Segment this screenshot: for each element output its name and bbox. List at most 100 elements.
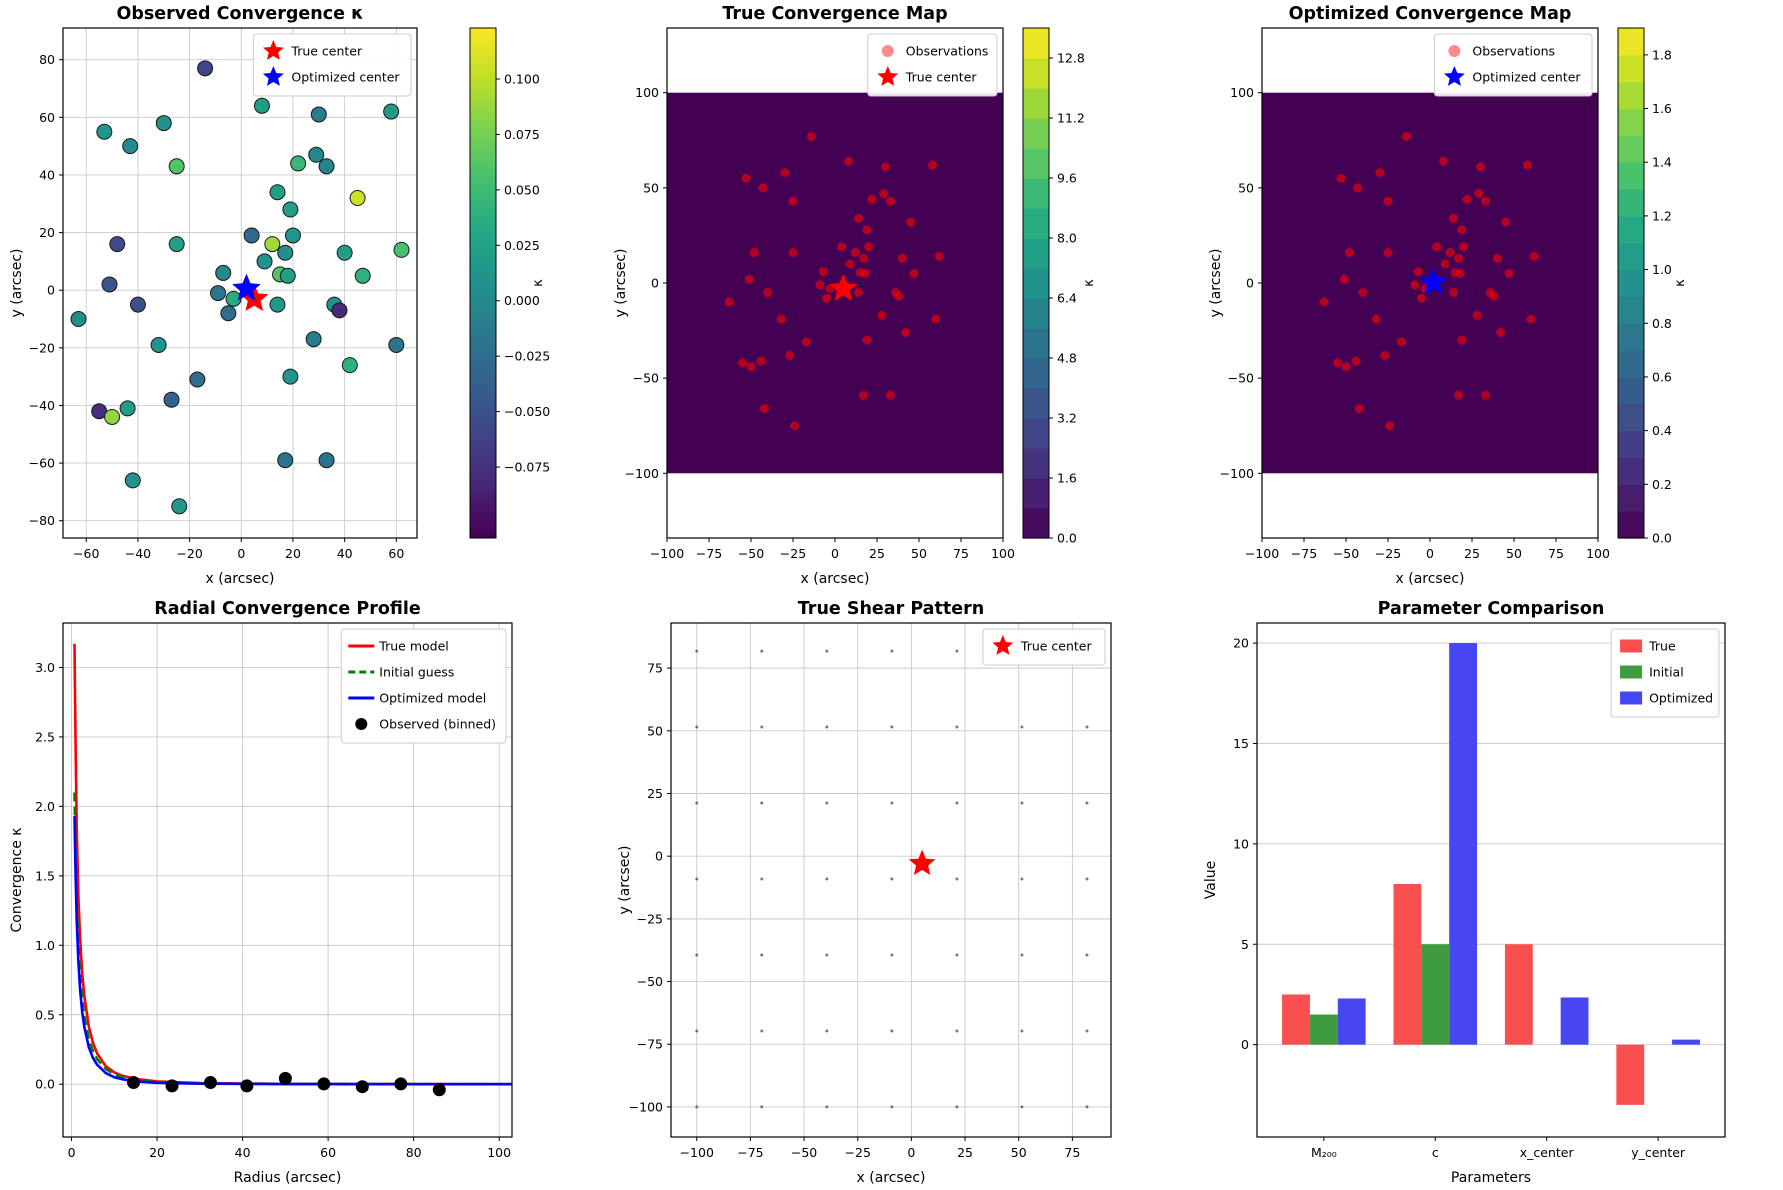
legend-box: [252, 33, 412, 97]
x-tick-label: y_center: [1631, 1145, 1686, 1160]
observation-dot: [1371, 314, 1381, 324]
colorbar-tick-label: 6.4: [1057, 291, 1077, 306]
scatter-point: [122, 138, 139, 155]
shear-grid-dot: [760, 1105, 764, 1109]
binned-observation-point: [204, 1076, 218, 1090]
scatter-point: [101, 276, 118, 293]
observation-dot: [1454, 253, 1464, 263]
x-tick-label: M₂₀₀: [1311, 1145, 1337, 1160]
shear-grid-dot: [955, 953, 959, 957]
colorbar-tick-label: 0.4: [1652, 423, 1672, 438]
observation-dot: [1522, 160, 1532, 170]
scatter-point: [336, 244, 353, 261]
panel-true_shear_pattern: −100 −75 −50 −25 0 25 50 75 −100 −75 −50 −25 0 25 50 75…: [594, 595, 1189, 1190]
colorbar: 0.0 0.2 0.4 0.6 0.8 1.0 1.2 1.4 1.6 1.8 κ: [1617, 27, 1688, 546]
shear-grid-dot: [1020, 801, 1024, 805]
y-tick-label: 1.5: [35, 868, 55, 883]
scatter-point: [331, 302, 348, 319]
binned-observation-point: [394, 1077, 408, 1091]
observation-dot: [1358, 288, 1368, 298]
observation-dot: [1501, 217, 1511, 227]
binned-observation-point: [317, 1077, 331, 1091]
observation-dot: [862, 335, 872, 345]
legend: Observations True center: [867, 33, 998, 97]
legend-label: Optimized: [1649, 691, 1713, 706]
colorbar-tick-label: 0.0: [1652, 531, 1672, 546]
observation-dot: [746, 362, 756, 372]
colorbar: 0.100 0.075 0.050 0.025 0.000 −0.025 −0.050 −0.…: [469, 27, 550, 539]
observation-dot: [1410, 280, 1420, 290]
observation-dot: [1375, 168, 1385, 178]
scatter-point: [215, 264, 232, 281]
y-tick-label: −20: [29, 340, 55, 355]
observation-dot: [897, 253, 907, 263]
colorbar-segment: [1618, 242, 1644, 271]
chart-true_shear_pattern: −100 −75 −50 −25 0 25 50 75 −100 −75 −50 −25 0 25 50 75…: [617, 599, 1112, 1186]
observation-dot: [1529, 251, 1539, 261]
legend-star-icon: [262, 66, 284, 86]
bar-true-2: [1504, 944, 1533, 1045]
scatter-point: [269, 296, 286, 313]
scatter-point: [354, 267, 371, 284]
observation-dot: [1417, 293, 1427, 303]
colorbar-segment: [1023, 268, 1049, 299]
colorbar-segment: [1618, 403, 1644, 432]
shear-grid-dot: [825, 801, 829, 805]
bar-initial-0: [1309, 1014, 1338, 1045]
y-tick-label: 1.0: [35, 938, 55, 953]
observation-dot: [862, 225, 872, 235]
binned-observation-point: [240, 1079, 254, 1093]
observation-dot: [815, 280, 825, 290]
scatter-point: [253, 97, 270, 114]
legend-swatch-icon: [1620, 691, 1643, 705]
observation-dot: [741, 173, 751, 183]
observation-dot: [885, 390, 895, 400]
observation-dot: [1333, 358, 1343, 368]
observation-dot: [1445, 248, 1455, 258]
x-tick-label: −75: [696, 546, 722, 561]
x-tick-label: −50: [1333, 546, 1359, 561]
scatter-point: [277, 452, 294, 469]
scatter-point: [119, 400, 136, 417]
shear-grid-dot: [695, 877, 699, 881]
colorbar-segment: [1618, 376, 1644, 405]
panel-title: True Shear Pattern: [798, 599, 984, 619]
legend-swatch-icon: [1620, 665, 1643, 679]
y-tick-label: 100: [635, 85, 659, 100]
scatter-point: [290, 155, 307, 172]
y-tick-label: 25: [647, 786, 663, 801]
x-tick-label: −75: [737, 1145, 763, 1160]
colorbar-segment: [1023, 178, 1049, 209]
shear-grid-dot: [1020, 877, 1024, 881]
observation-dot: [1480, 390, 1490, 400]
bar-initial-1: [1421, 944, 1450, 1045]
shear-grid-dot: [890, 1105, 894, 1109]
y-axis-label: y (arcsec): [613, 249, 629, 318]
panel-title: True Convergence Map: [722, 4, 947, 24]
observation-dot: [934, 251, 944, 261]
legend-label: True center: [905, 70, 978, 85]
y-tick-label: 0: [655, 849, 663, 864]
shear-grid-dot: [1085, 877, 1089, 881]
axes-spines: [62, 27, 418, 539]
colorbar-segment: [1618, 135, 1644, 163]
observation-dot: [758, 183, 768, 193]
panel-title: Optimized Convergence Map: [1289, 4, 1572, 24]
colorbar-segment: [1618, 457, 1644, 485]
observation-dot: [1474, 189, 1484, 199]
x-tick-label: −25: [780, 546, 806, 561]
chart-optimized_convergence_map: −100 −75 −50 −25 0 25 50 75 100 −100 −50 0 50 100 Opti…: [1208, 4, 1688, 587]
colorbar-tick-label: 0.2: [1652, 477, 1672, 492]
y-tick-label: 50: [1238, 180, 1254, 195]
x-axis-label: x (arcsec): [801, 571, 870, 587]
observation-dot: [1351, 356, 1361, 366]
observation-dot: [1526, 314, 1536, 324]
x-tick-label: 100: [991, 546, 1015, 561]
observation-dot: [776, 314, 786, 324]
observation-dot: [877, 310, 887, 320]
x-tick-label: 25: [869, 546, 885, 561]
legend-star-icon: [877, 66, 899, 86]
x-tick-label: 50: [1011, 1145, 1027, 1160]
shear-grid-dot: [1085, 1029, 1089, 1033]
panel-radial_profile: 0 20 40 60 80 100 0.0 0.5 1.0 1.5 2.0 2.5 3.0 Radial …: [0, 595, 594, 1190]
